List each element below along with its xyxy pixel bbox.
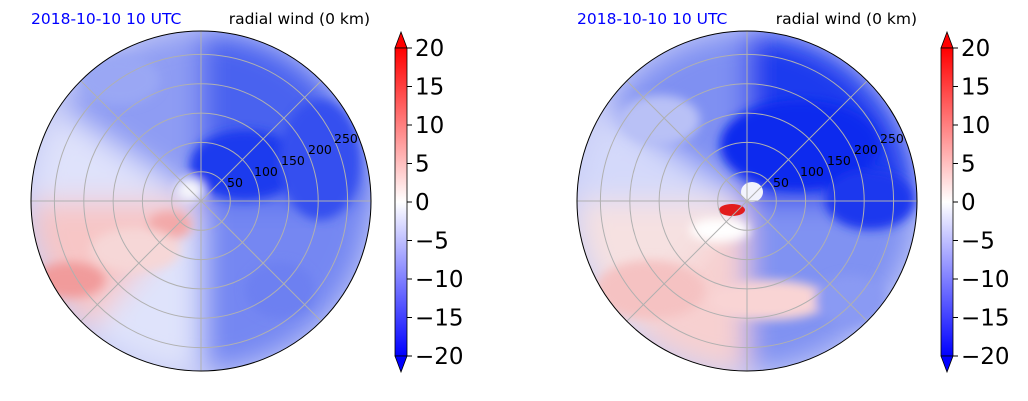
polar-frame-left xyxy=(30,30,372,372)
colorbar-tick-label: 0 xyxy=(961,190,976,216)
title-date-right: 2018-10-10 10 UTC xyxy=(577,10,727,28)
colorbar-extend-bottom xyxy=(394,355,408,374)
colorbar-extend-bottom xyxy=(940,355,954,374)
colorbar-tick-label: 10 xyxy=(961,113,990,139)
panel-left: 50 100 150 200 250 2018-10-10 10 UTC rad… xyxy=(30,10,464,374)
radial-tick-label: 50 xyxy=(227,175,243,190)
colorbar-tick-label: 10 xyxy=(415,113,444,139)
radial-tick-label: 50 xyxy=(773,175,789,190)
colorbar-tick-label: −20 xyxy=(961,344,1010,370)
title-field-left: radial wind (0 km) xyxy=(229,10,370,28)
panel-right: 50 100 150 200 250 2018-10-10 10 UTC rad… xyxy=(576,10,1010,374)
colorbar-body xyxy=(940,47,954,357)
colorbar-body xyxy=(394,47,408,357)
polar-grid-right xyxy=(577,31,917,371)
colorbar-ticks-left: 20 15 10 5 0 −5 −10 −15 −20 xyxy=(407,36,464,370)
radial-tick-labels-right: 50 100 150 200 250 xyxy=(773,131,904,190)
colorbar-tick-label: −5 xyxy=(415,229,449,255)
radial-tick-label: 150 xyxy=(827,153,851,168)
colorbar-right: 20 15 10 5 0 −5 −10 −15 −20 xyxy=(940,30,1010,374)
radial-tick-label: 250 xyxy=(880,131,904,146)
polar-grid-left xyxy=(31,31,371,371)
title-field-right: radial wind (0 km) xyxy=(776,10,917,28)
colorbar-tick-label: 15 xyxy=(415,75,444,101)
colorbar-extend-top xyxy=(940,30,954,49)
colorbar-tick-label: 20 xyxy=(415,36,444,62)
radial-tick-label: 100 xyxy=(800,164,824,179)
colorbar-tick-label: 15 xyxy=(961,75,990,101)
polar-frame-right xyxy=(576,30,918,372)
colorbar-left: 20 15 10 5 0 −5 −10 −15 −20 xyxy=(394,30,464,374)
title-date-left: 2018-10-10 10 UTC xyxy=(31,10,181,28)
colorbar-tick-label: −15 xyxy=(961,306,1010,332)
radial-tick-label: 200 xyxy=(308,142,332,157)
colorbar-extend-top xyxy=(394,30,408,49)
radial-tick-labels-left: 50 100 150 200 250 xyxy=(227,131,358,190)
radial-tick-label: 250 xyxy=(334,131,358,146)
colorbar-tick-label: 0 xyxy=(415,190,430,216)
colorbar-ticks-right: 20 15 10 5 0 −5 −10 −15 −20 xyxy=(953,36,1010,370)
radial-tick-label: 100 xyxy=(254,164,278,179)
colorbar-tick-label: −20 xyxy=(415,344,464,370)
radial-tick-label: 150 xyxy=(281,153,305,168)
colorbar-tick-label: −10 xyxy=(415,267,464,293)
colorbar-tick-label: 20 xyxy=(961,36,990,62)
radial-tick-label: 200 xyxy=(854,142,878,157)
colorbar-tick-label: −10 xyxy=(961,267,1010,293)
colorbar-tick-label: −5 xyxy=(961,229,995,255)
colorbar-tick-label: −15 xyxy=(415,306,464,332)
colorbar-tick-label: 5 xyxy=(961,152,976,178)
colorbar-tick-label: 5 xyxy=(415,152,430,178)
